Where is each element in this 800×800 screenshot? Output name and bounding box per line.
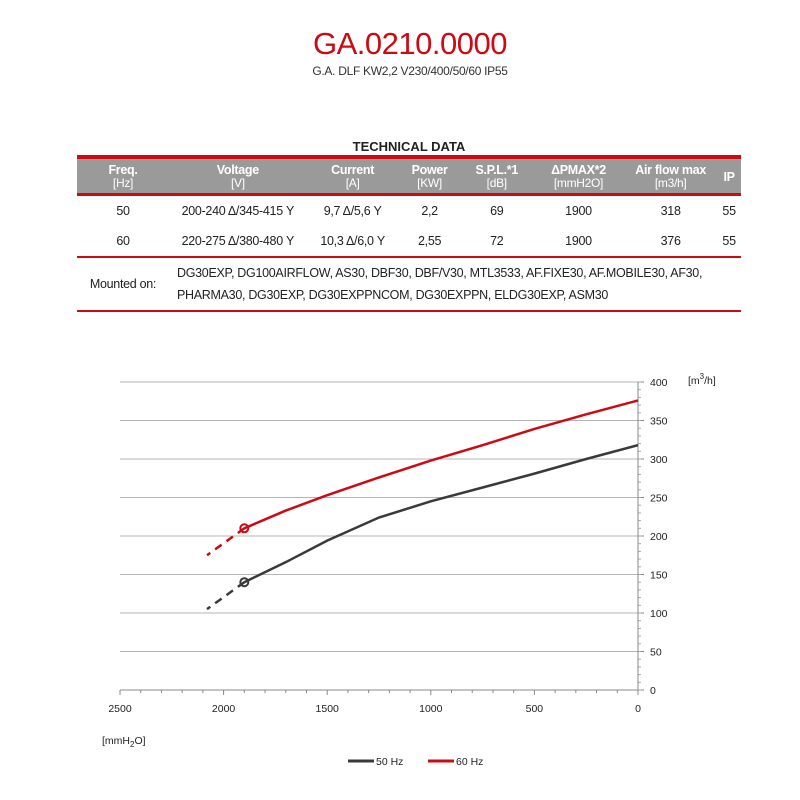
- y-tick-label: 0: [650, 685, 656, 697]
- y-tick-label: 100: [650, 608, 668, 620]
- mounted-list: DG30EXP, DG100AIRFLOW, AS30, DBF30, DBF/…: [169, 256, 741, 312]
- technical-data-title: TECHNICAL DATA: [352, 139, 466, 154]
- y-tick-label: 200: [650, 531, 668, 543]
- table-cell: 69: [490, 204, 504, 218]
- table-cell: 50: [116, 204, 130, 218]
- y-axis-label: [m3/h]: [688, 372, 716, 387]
- max-pressure-marker: [239, 523, 250, 534]
- x-tick-label: 0: [635, 703, 641, 715]
- table-row: 60 220-275 Δ/380-480 Y 10,3 Δ/6,0 Y 2,55 72 1…: [77, 226, 741, 257]
- series-line-60hz: [243, 399, 639, 530]
- mounted-row: Mounted on: DG30EXP, DG100AIRFLOW, AS30,…: [77, 256, 741, 312]
- col-power: Power [KW]: [398, 155, 461, 196]
- col-spl: S.P.L.*1 [dB]: [460, 155, 533, 196]
- y-tick-label: 300: [650, 454, 668, 466]
- product-description: G.A. DLF KW2,2 V230/400/50/60 IP55: [312, 64, 508, 78]
- series-extrapolation: [206, 581, 246, 611]
- x-axis-label: [mmH2O]: [102, 735, 146, 749]
- col-dpmax: ΔPMAX*2 [mmH2O]: [532, 155, 625, 196]
- table-cell: 60: [116, 234, 130, 248]
- product-code: GA.0210.0000: [313, 26, 507, 61]
- x-tick-label: 2000: [212, 703, 236, 715]
- series-line-50hz: [243, 443, 639, 584]
- x-tick-label: 500: [526, 703, 544, 715]
- table-cell: 200-240 Δ/345-415 Y: [181, 204, 295, 218]
- y-tick-label: 150: [650, 570, 668, 582]
- col-voltage: Voltage [V]: [169, 155, 307, 196]
- table-cell: 9,7 Δ/5,6 Y: [323, 204, 382, 218]
- y-tick-label: 350: [650, 416, 668, 428]
- table-cell: 1900: [565, 204, 592, 218]
- table-row: 50 200-240 Δ/345-415 Y 9,7 Δ/5,6 Y 2,2 69 190…: [77, 195, 741, 227]
- table-cell: 220-275 Δ/380-480 Y: [181, 234, 295, 248]
- legend-label: 50 Hz: [376, 756, 403, 768]
- col-ip: IP: [717, 155, 741, 196]
- col-freq: Freq. [Hz]: [77, 155, 169, 196]
- table-cell: 55: [722, 204, 736, 218]
- y-tick-label: 400: [650, 377, 668, 389]
- x-tick-label: 2500: [108, 703, 132, 715]
- table-cell: 2,2: [421, 204, 438, 218]
- series-extrapolation: [206, 527, 246, 557]
- table-cell: 10,3 Δ/6,0 Y: [320, 234, 385, 248]
- max-pressure-marker: [239, 577, 250, 588]
- table-cell: 318: [660, 204, 681, 218]
- table-cell: 2,55: [418, 234, 442, 248]
- table-cell: 55: [722, 234, 736, 248]
- y-tick-label: 250: [650, 493, 668, 505]
- x-tick-label: 1500: [316, 703, 340, 715]
- technical-data-table: Freq. [Hz] Voltage [V] Current [A] Power [KW…: [77, 155, 741, 312]
- mounted-label: Mounted on:: [77, 256, 169, 312]
- x-tick-label: 1000: [419, 703, 443, 715]
- table-cell: 1900: [565, 234, 592, 248]
- table-cell: 376: [660, 234, 681, 248]
- col-current: Current [A]: [306, 155, 399, 196]
- col-airflow: Air flow max [m3/h]: [624, 155, 718, 196]
- y-tick-label: 50: [650, 647, 662, 659]
- legend-label: 60 Hz: [456, 756, 483, 768]
- table-cell: 72: [490, 234, 504, 248]
